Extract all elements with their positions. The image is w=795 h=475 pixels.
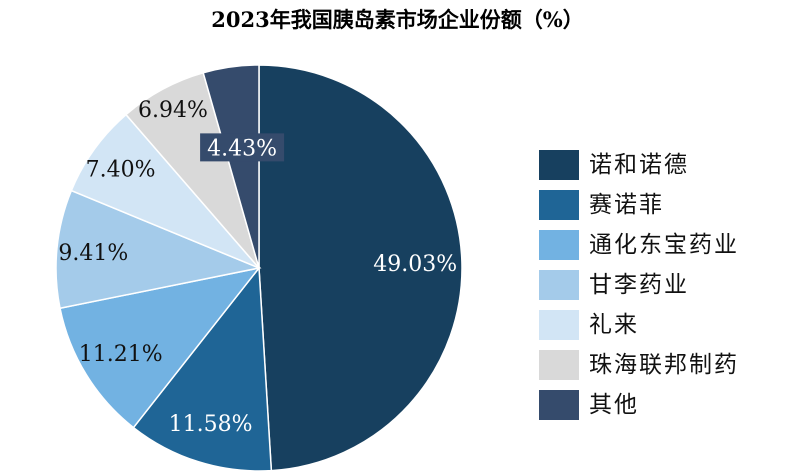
legend-label: 礼来 <box>589 312 639 338</box>
legend-label: 通化东宝药业 <box>589 232 739 258</box>
data-label: 11.21% <box>79 342 163 367</box>
legend-item: 礼来 <box>539 310 739 350</box>
legend-label: 其他 <box>589 392 639 418</box>
legend-swatch <box>539 310 579 340</box>
legend: 诺和诺德赛诺菲通化东宝药业 甘李药业礼来珠海联邦制药 其他 <box>539 150 739 430</box>
data-label-background <box>200 133 285 162</box>
legend-item: 通化东宝药业 <box>539 230 739 270</box>
legend-swatch <box>539 390 579 420</box>
data-label: 49.03% <box>373 252 457 277</box>
data-label: 4.43% <box>207 136 277 161</box>
legend-label: 赛诺菲 <box>589 192 664 218</box>
legend-label: 诺和诺德 <box>589 152 689 178</box>
legend-swatch <box>539 230 579 260</box>
pie-slice <box>202 64 260 269</box>
legend-swatch <box>539 270 579 300</box>
legend-swatch <box>539 350 579 380</box>
legend-item: 珠海联邦制药 <box>539 350 739 390</box>
pie-slice <box>132 265 273 472</box>
pie-slice <box>55 189 262 310</box>
data-label: 6.94% <box>138 98 208 123</box>
pie-slice <box>258 64 463 472</box>
legend-item: 赛诺菲 <box>539 190 739 230</box>
legend-swatch <box>539 150 579 180</box>
legend-label: 甘李药业 <box>589 272 689 298</box>
data-label: 7.40% <box>86 157 156 182</box>
legend-item: 甘李药业 <box>539 270 739 310</box>
data-label: 11.58% <box>169 412 253 437</box>
data-label: 9.41% <box>58 241 128 266</box>
legend-item: 诺和诺德 <box>539 150 739 190</box>
chart-title: 2023年我国胰岛素市场企业份额（%） <box>211 7 584 32</box>
legend-swatch <box>539 190 579 220</box>
legend-item: 其他 <box>539 390 739 430</box>
legend-label: 珠海联邦制药 <box>589 352 739 378</box>
pie-chart: 49.03% 11.58% 11.21% 9.41% 7.40% 6.94% 4.43% <box>55 64 463 472</box>
pie-slice <box>59 266 261 429</box>
